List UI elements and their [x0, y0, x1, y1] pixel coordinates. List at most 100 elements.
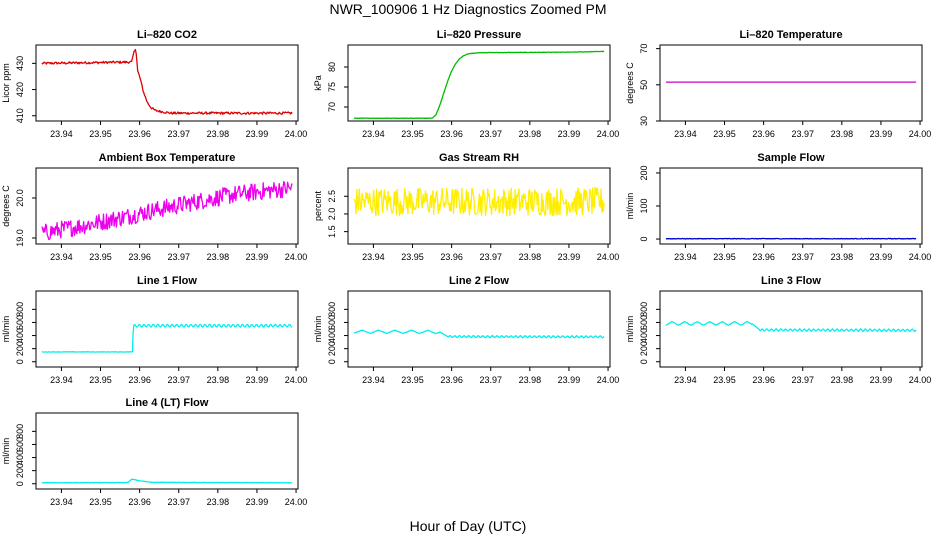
series-line-sample-flow [665, 237, 917, 240]
x-tick-label: 23.94 [50, 375, 73, 385]
x-tick-label: 23.99 [246, 497, 269, 507]
plot-frame [347, 290, 611, 368]
panel-title: Gas Stream RH [439, 152, 519, 164]
panel-line-2-flow: Line 2 Flow ml/min 23.94 23.95 23.96 23.97 23.… [313, 275, 619, 385]
series-line-line-3-flow [665, 320, 917, 333]
x-tick-label: 23.99 [246, 252, 269, 262]
x-tick-label: 23.99 [870, 129, 893, 139]
x-tick-label: 23.97 [167, 252, 190, 262]
plot-frame [347, 44, 611, 122]
y-tick-label: 80 [327, 62, 337, 72]
y-tick-label: 800 [15, 424, 25, 439]
plot-frame [35, 290, 299, 368]
panel-title: Li–820 Pressure [437, 29, 521, 41]
y-tick-label: 800 [327, 302, 337, 317]
x-tick-label: 23.94 [50, 497, 73, 507]
panel-line-4-lt-flow: Line 4 (LT) Flow ml/min 23.94 23.95 23.96 23.… [1, 397, 307, 507]
y-tick-label: 75 [327, 82, 337, 92]
x-tick-label: 23.99 [870, 252, 893, 262]
y-tick-label: 0 [639, 237, 649, 242]
x-tick-label: 23.97 [791, 375, 814, 385]
y-tick-label: 2.0 [327, 208, 337, 221]
x-tick-label: 23.94 [674, 252, 697, 262]
x-tick-label: 23.99 [558, 252, 581, 262]
x-tick-label: 24.00 [597, 129, 620, 139]
panel-line-1-flow: Line 1 Flow ml/min 23.94 23.95 23.96 23.97 23.… [1, 275, 307, 385]
panel-sample-flow: Sample Flow ml/min 23.94 23.95 23.96 23.97 23.… [625, 152, 931, 262]
y-axis-title: degrees C [625, 62, 635, 104]
y-tick-label: 600 [15, 315, 25, 330]
y-tick-label: 20.0 [15, 189, 25, 207]
y-tick-label: 30 [639, 116, 649, 126]
x-tick-label: 23.96 [440, 375, 463, 385]
y-tick-label: 19.0 [15, 229, 25, 247]
x-tick-label: 23.99 [246, 129, 269, 139]
panel-title: Ambient Box Temperature [99, 152, 236, 164]
y-tick-label: 400 [15, 328, 25, 343]
plot-frame [347, 167, 611, 245]
y-tick-label: 800 [15, 302, 25, 317]
x-tick-label: 23.97 [479, 129, 502, 139]
x-tick-label: 23.95 [401, 129, 424, 139]
x-tick-label: 23.95 [713, 252, 736, 262]
x-tick-label: 23.94 [50, 252, 73, 262]
panel-line-3-flow: Line 3 Flow ml/min 23.94 23.95 23.96 23.97 23.… [625, 275, 931, 385]
panel-gas-stream-rh: Gas Stream RH percent 23.94 23.95 23.96 23.97… [313, 152, 619, 262]
x-tick-label: 24.00 [909, 375, 932, 385]
y-tick-label: 70 [639, 44, 649, 54]
x-tick-label: 23.97 [479, 375, 502, 385]
y-tick-label: 100 [639, 198, 649, 213]
x-tick-label: 23.96 [752, 252, 775, 262]
x-tick-label: 23.95 [89, 375, 112, 385]
x-tick-label: 24.00 [597, 375, 620, 385]
x-tick-label: 23.96 [752, 129, 775, 139]
x-tick-label: 24.00 [909, 129, 932, 139]
panel-co2: Li–820 CO2 Licor ppm 23.94 23.95 23.96 23.97 2… [1, 29, 307, 139]
y-tick-label: 600 [639, 315, 649, 330]
x-tick-label: 23.99 [870, 375, 893, 385]
x-tick-label: 23.94 [674, 129, 697, 139]
x-tick-label: 23.96 [128, 375, 151, 385]
y-tick-label: 400 [15, 450, 25, 465]
x-tick-label: 23.95 [401, 252, 424, 262]
x-tick-label: 24.00 [285, 375, 308, 385]
x-tick-label: 23.97 [167, 375, 190, 385]
x-tick-label: 23.95 [713, 375, 736, 385]
y-tick-label: 420 [15, 82, 25, 97]
y-tick-label: 400 [327, 328, 337, 343]
panel-title: Line 3 Flow [761, 275, 821, 287]
series-line-line-2-flow [353, 329, 605, 339]
y-tick-label: 200 [15, 341, 25, 356]
y-tick-label: 600 [327, 315, 337, 330]
panel-temperature: Li–820 Temperature degrees C 23.94 23.95 23.… [625, 29, 931, 139]
x-tick-label: 23.94 [362, 375, 385, 385]
y-axis-title: kPa [313, 75, 323, 91]
panel-title: Line 4 (LT) Flow [126, 397, 209, 409]
y-tick-label: 0 [15, 481, 25, 486]
x-tick-label: 23.98 [207, 129, 230, 139]
x-tick-label: 23.94 [674, 375, 697, 385]
x-tick-label: 23.98 [207, 375, 230, 385]
panel-title: Li–820 CO2 [137, 29, 197, 41]
y-axis-title: ml/min [1, 438, 11, 465]
x-tick-label: 23.97 [167, 129, 190, 139]
plot-frame [35, 167, 299, 245]
x-tick-label: 23.98 [831, 252, 854, 262]
panel-title: Line 2 Flow [449, 275, 509, 287]
panel-ambient-box-temp: Ambient Box Temperature degrees C 23.94 23.… [1, 152, 307, 262]
x-tick-label: 23.97 [167, 497, 190, 507]
y-tick-label: 2.5 [327, 190, 337, 203]
y-tick-label: 70 [327, 102, 337, 112]
x-tick-label: 24.00 [285, 129, 308, 139]
series-line-line-1-flow [41, 323, 293, 353]
series-line-gas-stream-rh [353, 186, 605, 217]
x-tick-label: 23.94 [362, 252, 385, 262]
x-tick-label: 24.00 [597, 252, 620, 262]
x-tick-label: 23.98 [519, 252, 542, 262]
x-tick-label: 23.99 [558, 129, 581, 139]
y-axis-title: Licor ppm [1, 63, 11, 103]
x-tick-label: 23.96 [440, 129, 463, 139]
x-tick-label: 23.98 [519, 375, 542, 385]
x-tick-label: 23.94 [362, 129, 385, 139]
